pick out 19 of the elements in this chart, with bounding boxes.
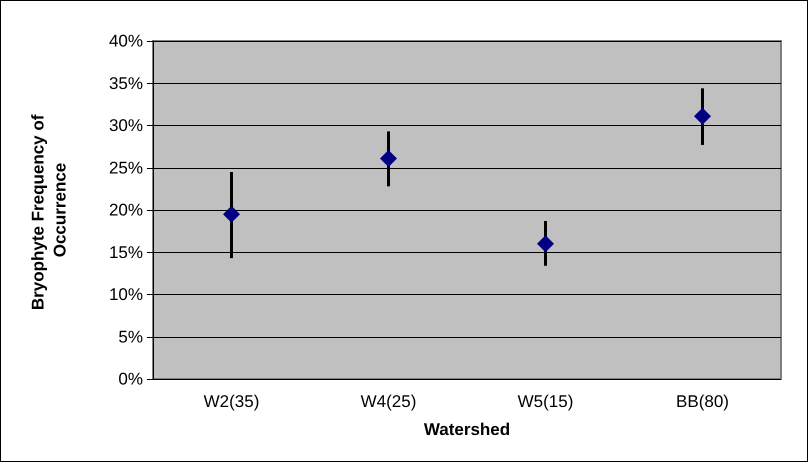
x-tick-label: W4(25) — [360, 392, 416, 411]
y-tick-label: 30% — [108, 116, 143, 135]
x-tick-label: W5(15) — [518, 392, 574, 411]
x-axis-title: Watershed — [424, 420, 510, 439]
x-tick-label: BB(80) — [676, 392, 729, 411]
y-tick-label: 20% — [108, 200, 143, 220]
y-tick-label: 40% — [108, 32, 143, 50]
x-tick-label: W2(35) — [204, 392, 260, 411]
point — [694, 108, 711, 125]
y-axis-title: Bryophyte Frequency of Occurrence — [28, 110, 70, 310]
y-tick-label: 25% — [108, 158, 143, 178]
y-tick-label: 35% — [108, 74, 143, 93]
y-tick-label: 0% — [118, 370, 143, 388]
y-tick-label: 10% — [108, 285, 143, 304]
point — [537, 235, 554, 252]
point — [380, 150, 397, 167]
y-tick-label: 5% — [118, 327, 143, 346]
point — [223, 206, 240, 223]
y-tick-label: 15% — [108, 242, 143, 262]
